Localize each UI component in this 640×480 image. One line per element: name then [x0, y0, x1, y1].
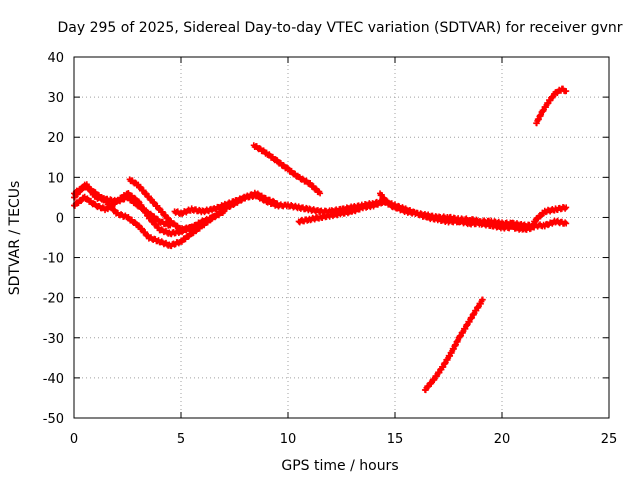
data-point-marker — [125, 194, 132, 201]
x-tick-label: 20 — [494, 432, 511, 447]
y-tick-label: -40 — [43, 372, 64, 387]
series-track-6 — [250, 142, 324, 197]
x-tick-label: 15 — [387, 432, 404, 447]
axis-ticks: 0 5 10 15 20 25 -50 -40 -30 -20 -10 0 10 20 30 40 — [43, 51, 618, 447]
y-axis-label: SDTVAR / TECUs — [7, 181, 23, 296]
series-track-10 — [421, 296, 486, 394]
x-tick-label: 25 — [601, 432, 618, 447]
y-tick-label: -50 — [43, 412, 64, 427]
data-point-marker — [563, 204, 570, 211]
data-point-marker — [199, 222, 206, 229]
data-point-marker — [198, 221, 205, 228]
series-track-11 — [533, 85, 570, 127]
data-point-marker — [78, 198, 85, 205]
data-point-marker — [531, 224, 538, 231]
y-tick-label: 30 — [47, 91, 64, 106]
data-point-marker — [170, 220, 177, 227]
data-point-marker — [562, 219, 569, 226]
series-track-3 — [71, 181, 174, 229]
series-track-8 — [377, 190, 538, 233]
chart-title: Day 295 of 2025, Sidereal Day-to-day VTE… — [57, 20, 622, 36]
y-tick-label: 10 — [47, 171, 64, 186]
data-point-marker — [479, 296, 486, 303]
y-tick-label: -30 — [43, 332, 64, 347]
plot-area-border — [73, 56, 610, 419]
data-point-marker — [131, 218, 138, 225]
y-tick-label: -20 — [43, 292, 64, 307]
x-tick-label: 5 — [177, 432, 185, 447]
data-point-marker — [207, 217, 214, 224]
series-track-2 — [71, 181, 227, 250]
data-point-marker — [317, 190, 324, 197]
x-tick-label: 10 — [280, 432, 297, 447]
x-tick-label: 0 — [70, 432, 78, 447]
data-series — [71, 85, 570, 394]
grid-lines — [74, 57, 609, 418]
data-point-marker — [563, 88, 570, 95]
y-tick-label: 0 — [56, 211, 64, 226]
data-point-marker — [312, 185, 319, 192]
series-track-4 — [126, 176, 206, 233]
y-tick-label: 40 — [47, 51, 64, 66]
data-point-marker — [220, 208, 227, 215]
series-track-9 — [531, 204, 570, 225]
x-axis-label: GPS time / hours — [281, 458, 398, 474]
y-tick-label: 20 — [47, 131, 64, 146]
data-point-marker — [563, 220, 570, 227]
data-point-marker — [274, 200, 281, 207]
series-track-5 — [171, 189, 281, 217]
y-tick-label: -10 — [43, 252, 64, 267]
